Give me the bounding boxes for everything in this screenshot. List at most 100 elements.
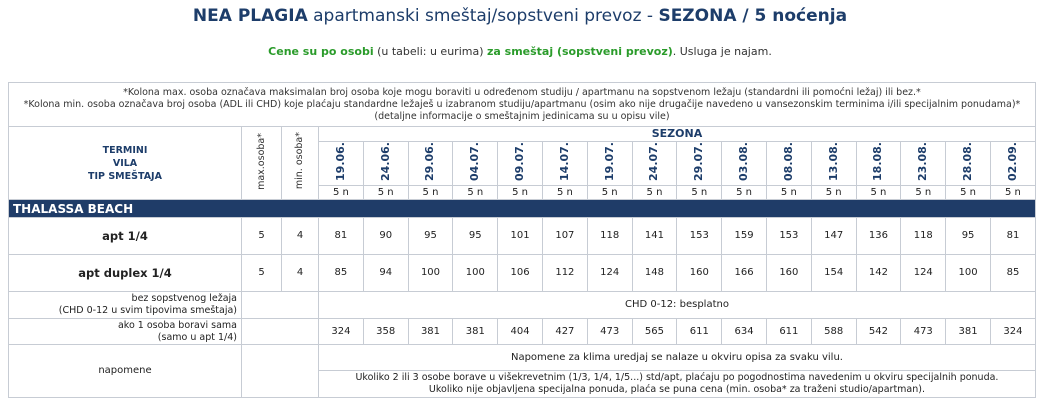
nights-cell: 5 n bbox=[318, 185, 364, 200]
date-cell: 03.08. bbox=[721, 141, 767, 186]
min-persons: 4 bbox=[281, 254, 319, 292]
price-cell: 153 bbox=[676, 217, 723, 255]
price-cell: 118 bbox=[586, 217, 633, 255]
nights-cell: 5 n bbox=[452, 185, 499, 200]
single-price: 381 bbox=[945, 318, 991, 345]
date-cell: 29.07. bbox=[676, 141, 723, 186]
room-row: apt 1/4 5 4 81 90 95 95 101 107 118 141 153 159 153 14… bbox=[8, 217, 1036, 255]
date-label: 03.08. bbox=[737, 142, 751, 181]
header-max-persons: max.osoba* bbox=[255, 132, 267, 190]
single-price: 611 bbox=[765, 318, 812, 345]
price-cell: 107 bbox=[541, 217, 588, 255]
date-cell: 29.06. bbox=[407, 141, 454, 186]
header-termini-cell: TERMINI VILA TIP SMEŠTAJA bbox=[8, 126, 242, 200]
title-season: SEZONA / 5 noćenja bbox=[658, 6, 848, 26]
date-cell: 04.07. bbox=[452, 141, 499, 186]
room-type: apt 1/4 bbox=[8, 217, 242, 255]
price-subtitle: Cene su po osobi (u tabeli: u eurima) za… bbox=[0, 45, 1040, 58]
price-cell: 160 bbox=[765, 254, 812, 292]
price-cell: 94 bbox=[362, 254, 409, 292]
price-cell: 90 bbox=[362, 217, 409, 255]
price-cell: 160 bbox=[676, 254, 723, 292]
napomene-multi: Ukoliko 2 ili 3 osobe borave u višekreve… bbox=[318, 370, 1036, 398]
villa-row: THALASSA BEACH bbox=[8, 199, 1036, 218]
napomene-line3: Ukoliko nije objavljena specijalna ponud… bbox=[428, 384, 925, 395]
min-persons: 4 bbox=[281, 217, 319, 255]
single-price: 404 bbox=[497, 318, 543, 345]
title-description: apartmanski smeštaj/sopstveni prevoz - bbox=[307, 6, 659, 26]
single-label-line1: ako 1 osoba boravi sama bbox=[117, 319, 237, 331]
date-label: 19.06. bbox=[333, 142, 347, 181]
date-cell: 09.07. bbox=[497, 141, 543, 186]
napomene-line2: Ukoliko 2 ili 3 osobe borave u višekreve… bbox=[355, 372, 999, 383]
villa-name: THALASSA BEACH bbox=[8, 199, 1036, 218]
date-label: 24.06. bbox=[378, 142, 392, 181]
nights-cell: 5 n bbox=[362, 185, 409, 200]
date-label: 13.08. bbox=[826, 142, 840, 181]
notes-row: *Kolona max. osoba označava maksimalan b… bbox=[8, 82, 1036, 127]
napomene-spacer bbox=[241, 344, 319, 398]
subtitle-accommodation: za smeštaj (sopstveni prevoz) bbox=[487, 45, 673, 58]
single-price: 381 bbox=[452, 318, 499, 345]
price-cell: 95 bbox=[452, 217, 499, 255]
nights-cell: 5 n bbox=[989, 185, 1036, 200]
nights-cell: 5 n bbox=[541, 185, 588, 200]
single-price: 427 bbox=[541, 318, 588, 345]
date-cell: 24.07. bbox=[631, 141, 678, 186]
date-cell: 14.07. bbox=[541, 141, 588, 186]
header-sezona: SEZONA bbox=[318, 126, 1036, 142]
no-bed-spacer bbox=[241, 291, 319, 319]
nights-cell: 5 n bbox=[721, 185, 767, 200]
nights-cell: 5 n bbox=[810, 185, 857, 200]
price-cell: 148 bbox=[631, 254, 678, 292]
single-price: 542 bbox=[855, 318, 902, 345]
single-price: 381 bbox=[407, 318, 454, 345]
price-cell: 106 bbox=[497, 254, 543, 292]
price-cell: 95 bbox=[407, 217, 454, 255]
date-label: 29.06. bbox=[423, 142, 437, 181]
price-cell: 118 bbox=[900, 217, 947, 255]
single-row: ako 1 osoba boravi sama (samo u apt 1/4) 3… bbox=[8, 318, 1036, 345]
no-bed-value: CHD 0-12: besplatno bbox=[318, 291, 1036, 319]
no-bed-label-line2: (CHD 0-12 u svim tipovima smeštaja) bbox=[58, 305, 237, 316]
max-persons: 5 bbox=[241, 254, 282, 292]
price-cell: 124 bbox=[900, 254, 947, 292]
single-price: 565 bbox=[631, 318, 678, 345]
date-label: 23.08. bbox=[916, 142, 930, 181]
price-cell: 124 bbox=[586, 254, 633, 292]
price-cell: 95 bbox=[945, 217, 991, 255]
single-price: 473 bbox=[900, 318, 947, 345]
nights-cell: 5 n bbox=[407, 185, 454, 200]
nights-cell: 5 n bbox=[765, 185, 812, 200]
header-min-persons: min. osoba* bbox=[294, 132, 305, 190]
nights-cell: 5 n bbox=[676, 185, 723, 200]
nights-cell: 5 n bbox=[497, 185, 543, 200]
price-cell: 142 bbox=[855, 254, 902, 292]
napomene-row-2: Ukoliko 2 ili 3 osobe borave u višekreve… bbox=[9, 370, 1036, 398]
date-cell: 13.08. bbox=[810, 141, 857, 186]
napomene-label: napomene bbox=[8, 344, 242, 398]
page-title: NEA PLAGIA apartmanski smeštaj/sopstveni… bbox=[0, 6, 1040, 26]
price-cell: 153 bbox=[765, 217, 812, 255]
header-min-cell: min. osoba* bbox=[281, 126, 319, 200]
date-label: 04.07. bbox=[468, 142, 482, 181]
price-cell: 159 bbox=[721, 217, 767, 255]
room-type: apt duplex 1/4 bbox=[8, 254, 242, 292]
nights-cell: 5 n bbox=[945, 185, 991, 200]
date-cell: 28.08. bbox=[945, 141, 991, 186]
price-table: *Kolona max. osoba označava maksimalan b… bbox=[8, 82, 1036, 398]
title-destination: NEA PLAGIA bbox=[192, 6, 308, 26]
date-label: 28.08. bbox=[961, 142, 975, 181]
single-price: 611 bbox=[676, 318, 723, 345]
nights-cell: 5 n bbox=[631, 185, 678, 200]
price-cell: 85 bbox=[318, 254, 364, 292]
season-header-row: TERMINI VILA TIP SMEŠTAJA max.osoba* min… bbox=[8, 126, 1036, 200]
date-cell: 19.07. bbox=[586, 141, 633, 186]
price-cell: 81 bbox=[318, 217, 364, 255]
date-cell: 24.06. bbox=[362, 141, 409, 186]
single-price: 358 bbox=[362, 318, 409, 345]
note-max-persons: *Kolona max. osoba označava maksimalan b… bbox=[123, 86, 921, 98]
date-label: 02.09. bbox=[1005, 142, 1019, 181]
price-cell: 141 bbox=[631, 217, 678, 255]
nights-cell: 5 n bbox=[855, 185, 902, 200]
